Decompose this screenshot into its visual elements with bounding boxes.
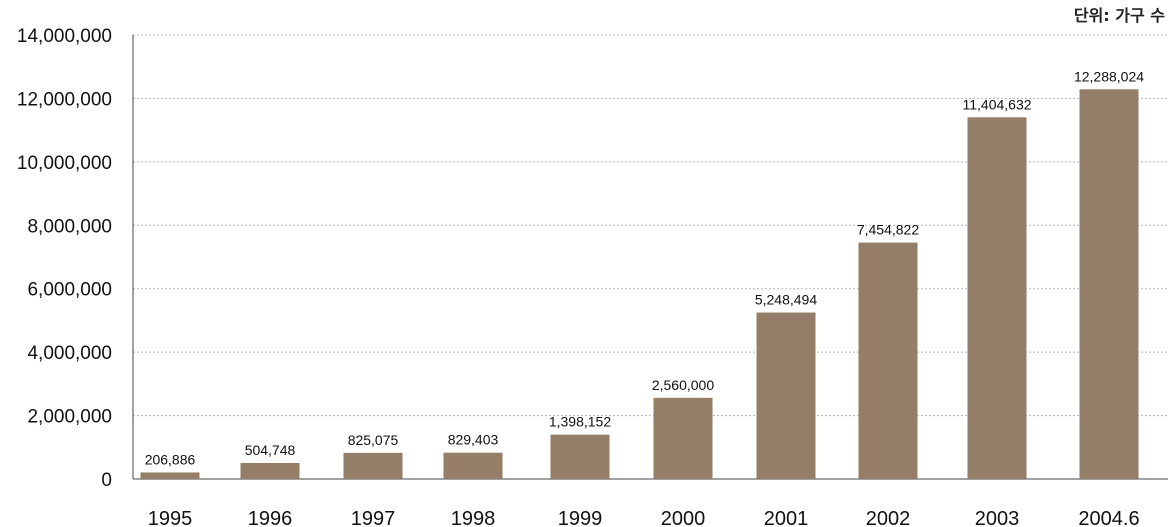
- bar: [140, 472, 200, 479]
- bar-value-label: 504,748: [245, 442, 296, 458]
- x-tick-label: 2002: [866, 508, 911, 527]
- y-tick-label: 8,000,000: [27, 216, 112, 237]
- bar-value-label: 7,454,822: [857, 222, 919, 238]
- data-labels: 206,886 504,748 825,075 829,403 1,398,152 2,5…: [145, 68, 1145, 467]
- bars: [140, 89, 1139, 479]
- y-tick-label: 6,000,000: [27, 280, 112, 301]
- grid-lines: [133, 34, 1168, 417]
- x-tick-label: 2000: [661, 508, 706, 527]
- y-tick-label: 4,000,000: [27, 343, 112, 364]
- x-tick-label: 2003: [975, 508, 1020, 527]
- x-tick-label: 2004.6: [1078, 508, 1139, 527]
- bar: [756, 312, 816, 479]
- bar: [550, 434, 610, 479]
- x-tick-label: 1995: [148, 508, 193, 527]
- unit-note: 단위: 가구 수: [1073, 6, 1165, 25]
- bar: [240, 462, 300, 479]
- bar-value-label: 206,886: [145, 451, 196, 467]
- bar-value-label: 12,288,024: [1074, 68, 1144, 84]
- y-tick-label: 2,000,000: [27, 407, 112, 428]
- x-tick-label: 1999: [558, 508, 603, 527]
- bar-value-label: 1,398,152: [549, 414, 611, 430]
- x-tick-label: 1996: [248, 508, 293, 527]
- x-tick-label: 1998: [451, 508, 496, 527]
- y-tick-labels: 0 2,000,000 4,000,000 6,000,000 8,000,000 10,…: [17, 26, 112, 491]
- bar: [967, 117, 1027, 479]
- bar: [1079, 89, 1139, 479]
- bar: [858, 242, 918, 479]
- bar-value-label: 5,248,494: [755, 292, 817, 308]
- bar-value-label: 825,075: [348, 432, 399, 448]
- bar-value-label: 2,560,000: [652, 377, 714, 393]
- x-tick-label: 1997: [351, 508, 396, 527]
- x-tick-label: 2001: [764, 508, 809, 527]
- y-tick-label: 12,000,000: [17, 89, 112, 110]
- x-tick-labels: 1995 1996 1997 1998 1999 2000 2001 2002 2003 2004…: [148, 508, 1140, 527]
- bar-value-label: 11,404,632: [962, 96, 1031, 112]
- bar-value-label: 829,403: [448, 432, 499, 448]
- y-tick-label: 10,000,000: [17, 153, 112, 174]
- bar: [343, 452, 403, 479]
- bar: [443, 452, 503, 479]
- y-tick-label: 0: [101, 470, 112, 491]
- y-tick-label: 14,000,000: [17, 26, 112, 47]
- bar: [653, 397, 713, 479]
